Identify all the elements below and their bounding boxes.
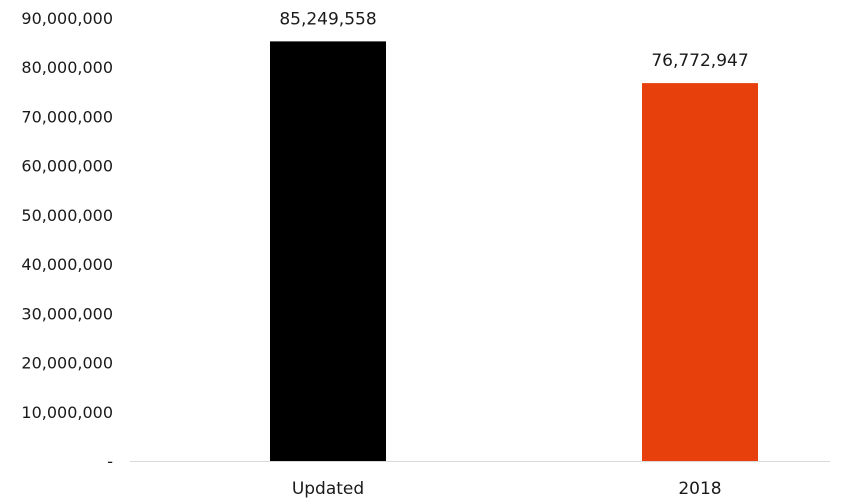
y-tick-label: 50,000,000 xyxy=(21,206,113,225)
y-tick-label: 90,000,000 xyxy=(21,9,113,28)
bar-updated xyxy=(270,41,386,462)
y-tick-label: 40,000,000 xyxy=(21,255,113,274)
data-labels: 85,249,558 76,772,947 xyxy=(279,9,748,71)
y-tick-label: 80,000,000 xyxy=(21,58,113,77)
x-tick-label: 2018 xyxy=(678,479,721,499)
y-tick-label: 60,000,000 xyxy=(21,157,113,176)
bars xyxy=(270,41,758,462)
y-tick-label: 30,000,000 xyxy=(21,304,113,323)
y-tick-label: 20,000,000 xyxy=(21,354,113,373)
bar-2018 xyxy=(642,83,758,461)
y-axis-ticks: - 10,000,000 20,000,000 30,000,000 40,000,00… xyxy=(21,9,113,471)
x-axis-ticks: Updated 2018 xyxy=(292,479,722,499)
data-label: 76,772,947 xyxy=(651,51,748,71)
x-tick-label: Updated xyxy=(292,479,364,499)
y-tick-label: 10,000,000 xyxy=(21,403,113,422)
y-tick-label: 70,000,000 xyxy=(21,107,113,126)
y-tick-label: - xyxy=(107,452,113,471)
data-label: 85,249,558 xyxy=(279,9,376,29)
